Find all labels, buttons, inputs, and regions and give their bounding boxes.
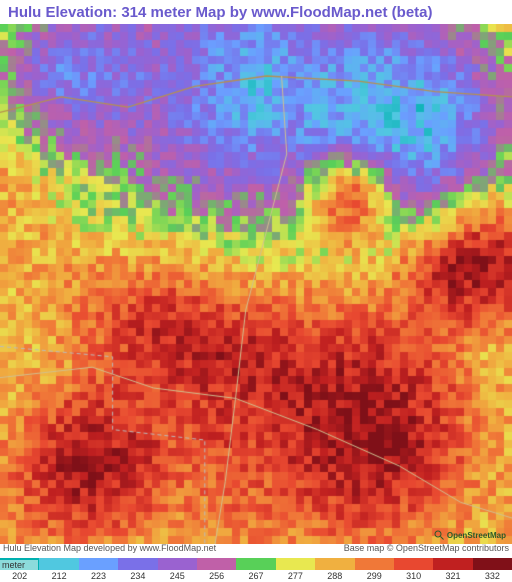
color-scale-bar: [0, 558, 512, 570]
scale-band: [236, 558, 275, 570]
scale-band: [276, 558, 315, 570]
scale-tick: 288: [315, 570, 354, 582]
page-title: Hulu Elevation: 314 meter Map by www.Flo…: [8, 4, 433, 21]
scale-tick: 310: [394, 570, 433, 582]
scale-tick: 332: [473, 570, 512, 582]
scale-tick: 202: [0, 570, 39, 582]
osm-logo-text: OpenStreetMap: [447, 531, 506, 540]
scale-tick: 299: [355, 570, 394, 582]
scale-band: [473, 558, 512, 570]
scale-unit-label: meter: [0, 560, 38, 570]
scale-band: [394, 558, 433, 570]
scale-tick: 256: [197, 570, 236, 582]
scale-tick: 267: [236, 570, 275, 582]
scale-tick: 245: [158, 570, 197, 582]
scale-tick: 223: [79, 570, 118, 582]
scale-band: [158, 558, 197, 570]
scale-tick: 212: [39, 570, 78, 582]
scale-tick: 234: [118, 570, 157, 582]
scale-band: [39, 558, 78, 570]
color-scale-ticks: 202212223234245256267277288299310321332: [0, 570, 512, 582]
osm-logo: OpenStreetMap: [433, 529, 506, 541]
magnifier-icon: [433, 529, 445, 541]
footer-credits-left: Hulu Elevation Map developed by www.Floo…: [3, 543, 216, 553]
scale-band: [433, 558, 472, 570]
scale-band: [355, 558, 394, 570]
scale-band: [118, 558, 157, 570]
scale-band: [197, 558, 236, 570]
scale-tick: 321: [433, 570, 472, 582]
scale-band: [315, 558, 354, 570]
scale-tick: 277: [276, 570, 315, 582]
footer-credits-right: Base map © OpenStreetMap contributors: [344, 543, 509, 553]
scale-band: [79, 558, 118, 570]
elevation-heatmap: [0, 24, 512, 544]
